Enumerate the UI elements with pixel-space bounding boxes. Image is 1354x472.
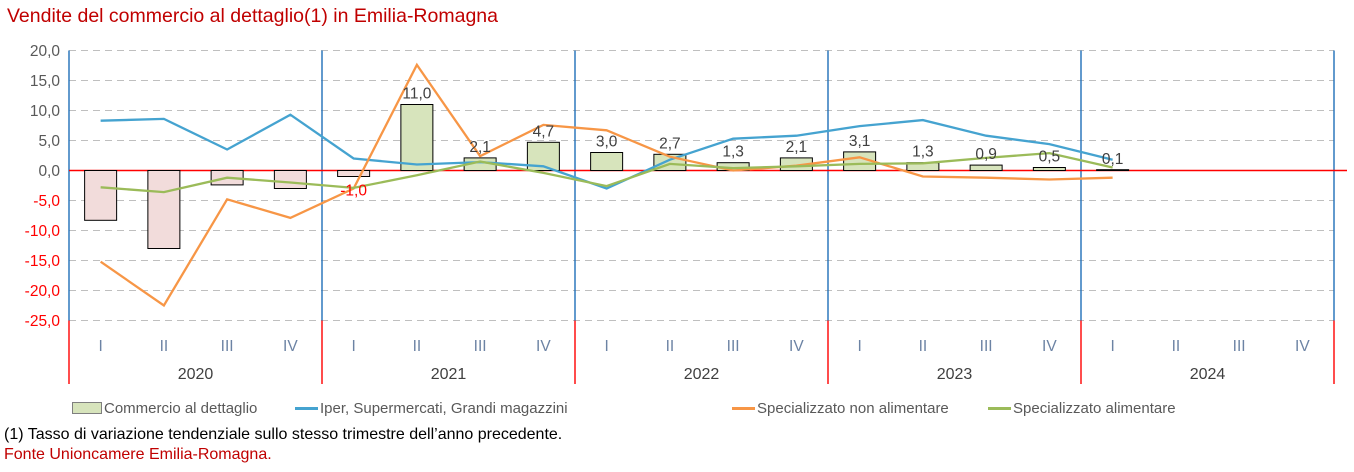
quarter-label: II: [1172, 338, 1181, 355]
y-tick-label: 5,0: [38, 133, 60, 150]
quarter-label: III: [474, 338, 487, 355]
bar-label: 0,5: [1039, 149, 1061, 166]
y-tick-label: -25,0: [25, 313, 61, 330]
bar: [337, 170, 371, 177]
bar-label: 11,0: [402, 86, 431, 103]
y-tick-label: 20,0: [30, 43, 61, 60]
y-tick-label: 10,0: [30, 103, 61, 120]
quarter-label: II: [919, 338, 928, 355]
bar-label: 4,7: [533, 123, 555, 140]
y-tick-label: -5,0: [33, 193, 60, 210]
bar: [147, 170, 181, 249]
bar: [969, 164, 1003, 172]
legend-line-swatch: [732, 406, 755, 410]
bar: [590, 152, 624, 171]
quarter-label: IV: [1295, 338, 1310, 355]
legend-item: Specializzato non alimentare: [732, 396, 949, 420]
legend-item: Iper, Supermercati, Grandi magazzini: [295, 396, 568, 420]
quarter-label: I: [351, 338, 355, 355]
bar: [400, 104, 434, 171]
year-label: 2021: [431, 366, 467, 383]
quarter-label: III: [727, 338, 740, 355]
bar-label: 3,1: [849, 133, 871, 150]
legend-item: Commercio al dettaglio: [72, 396, 257, 420]
bar-label: 2,1: [469, 139, 491, 156]
quarter-label: I: [857, 338, 861, 355]
chart-title: Vendite del commercio al dettaglio(1) in…: [7, 5, 498, 27]
line-series: [99, 62, 1113, 308]
year-label: 2023: [937, 366, 973, 383]
y-tick-label: -20,0: [25, 283, 61, 300]
bar-label: 3,0: [596, 134, 618, 151]
quarter-label: II: [413, 338, 422, 355]
bar-label: 0,1: [1102, 151, 1124, 168]
year-label: 2020: [178, 366, 214, 383]
bar-label: 0,9: [975, 146, 997, 163]
quarter-label: II: [666, 338, 675, 355]
bar: [1096, 169, 1130, 171]
bar: [273, 170, 307, 189]
quarter-label: III: [221, 338, 234, 355]
legend-label: Specializzato non alimentare: [757, 399, 949, 417]
bar-label: 2,1: [786, 139, 808, 156]
quarter-label: I: [1110, 338, 1114, 355]
bar-label: 1,3: [722, 144, 744, 161]
y-tick-label: -10,0: [25, 223, 61, 240]
quarter-label: III: [980, 338, 993, 355]
quarter-label: III: [1233, 338, 1246, 355]
quarter-label: IV: [789, 338, 804, 355]
y-tick-label: 15,0: [30, 73, 61, 90]
legend-line-swatch: [295, 406, 318, 410]
quarter-label: IV: [283, 338, 298, 355]
bar-label: -1,0: [340, 183, 367, 200]
footnote-text: (1) Tasso di variazione tendenziale sull…: [4, 426, 563, 443]
bar-label: 1,3: [912, 144, 934, 161]
line-series: [100, 151, 1113, 194]
legend-label: Specializzato alimentare: [1013, 399, 1176, 417]
y-tick-label: -15,0: [25, 253, 61, 270]
quarter-label: IV: [1042, 338, 1057, 355]
bar-label: 2,7: [659, 135, 681, 152]
year-label: 2022: [684, 366, 720, 383]
quarter-label: I: [98, 338, 102, 355]
bar: [84, 170, 118, 221]
legend-item: Specializzato alimentare: [988, 396, 1176, 420]
legend-line-swatch: [988, 406, 1011, 410]
legend-label: Commercio al dettaglio: [104, 399, 258, 417]
y-tick-label: 0,0: [38, 163, 60, 180]
quarter-label: I: [604, 338, 608, 355]
line-series: [100, 113, 1113, 190]
quarter-label: II: [160, 338, 169, 355]
legend-bar-swatch: [72, 402, 102, 414]
legend-label: Iper, Supermercati, Grandi magazzini: [320, 399, 568, 417]
source-text: Fonte Unioncamere Emilia-Romagna.: [4, 446, 272, 463]
bar: [1032, 167, 1066, 171]
year-label: 2024: [1190, 366, 1226, 383]
chart-legend: Commercio al dettaglio Iper, Supermercati…: [0, 396, 1354, 420]
quarter-label: IV: [536, 338, 551, 355]
